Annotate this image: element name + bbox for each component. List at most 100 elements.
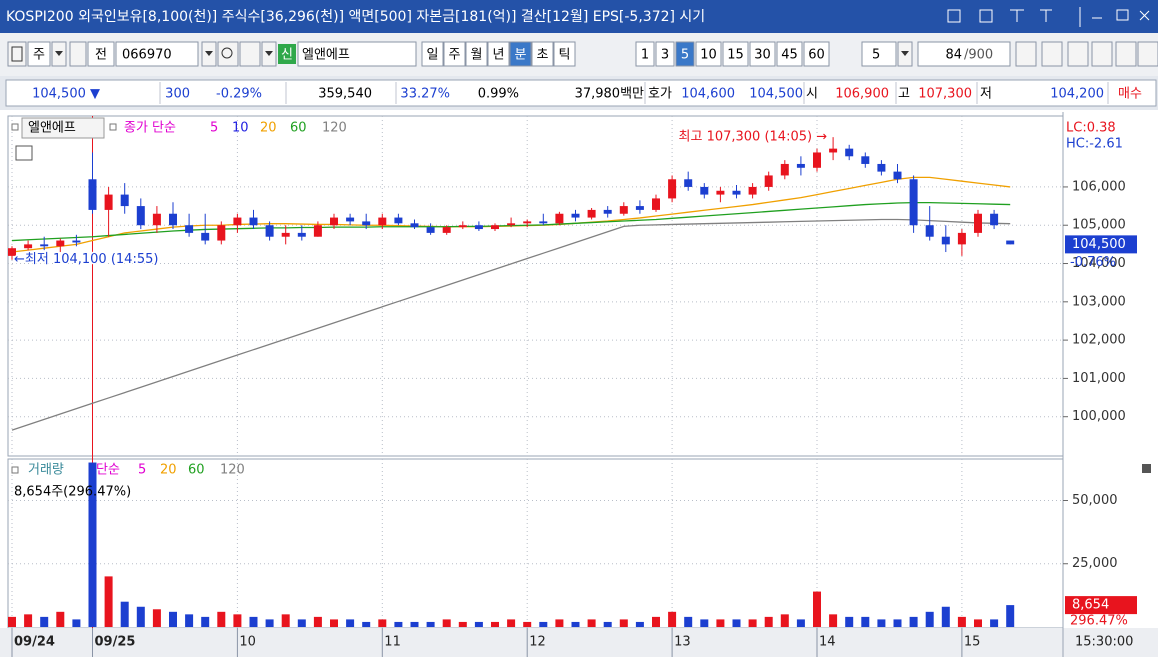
button[interactable]: [1067, 41, 1089, 67]
candle-body: [909, 179, 918, 226]
candle-body: [990, 213, 999, 226]
button[interactable]: [553, 41, 576, 67]
interval-button: 10: [700, 48, 717, 63]
volume-bar: [813, 591, 821, 627]
button[interactable]: [27, 41, 51, 67]
button[interactable]: [69, 41, 87, 67]
button[interactable]: [776, 41, 803, 67]
volume-bar: [555, 619, 564, 627]
button[interactable]: [917, 41, 1011, 67]
candle-body: [796, 163, 805, 168]
button[interactable]: [803, 41, 830, 67]
dropdown-arrow: [55, 51, 63, 56]
candle-body: [104, 194, 113, 210]
candle-body: [603, 209, 612, 214]
button[interactable]: [1041, 41, 1063, 67]
x-tick-label: 11: [384, 635, 401, 650]
volume-bar: [635, 621, 644, 627]
button[interactable]: [635, 41, 655, 67]
button[interactable]: [421, 41, 444, 67]
button[interactable]: [695, 41, 722, 67]
button[interactable]: [87, 41, 115, 67]
candle-body: [442, 227, 451, 233]
last-price: 104,500: [1072, 237, 1126, 252]
calendar-icon: [15, 145, 33, 161]
volume-bar: [587, 619, 596, 627]
button[interactable]: [239, 41, 261, 67]
new-badge: 신: [281, 48, 293, 63]
volume-bar: [523, 621, 532, 627]
candle-body: [764, 175, 773, 187]
volume-bar: [748, 619, 757, 627]
button[interactable]: [1115, 41, 1137, 67]
candle-body: [780, 163, 789, 176]
button[interactable]: [217, 41, 239, 67]
button[interactable]: [1091, 41, 1113, 67]
volume-bar: [700, 619, 709, 627]
candle-body: [120, 194, 129, 207]
volume-bar: [974, 619, 982, 627]
button[interactable]: [531, 41, 554, 67]
y-tick-label: 25,000: [1072, 556, 1118, 571]
legend-title: 엘앤에프: [28, 121, 76, 136]
legend-square: [11, 466, 19, 474]
period-button: 월: [471, 48, 483, 63]
annotation: ←최저 104,100 (14:55): [14, 252, 158, 267]
candle-body: [974, 213, 982, 233]
volume-bar: [169, 611, 177, 627]
x-tick-label: 10: [239, 635, 256, 650]
button[interactable]: [487, 41, 510, 67]
period-button: 년: [493, 48, 505, 63]
volume-bar: [185, 614, 194, 627]
volume-legend-label: 단순: [96, 463, 120, 478]
volume-bar: [104, 576, 113, 627]
interval-button: 15: [727, 48, 744, 63]
button[interactable]: [722, 41, 749, 67]
time-label: 15:30:00: [1075, 635, 1133, 650]
button[interactable]: [861, 41, 897, 67]
volume-bar: [893, 619, 902, 627]
icon: [11, 46, 23, 62]
button[interactable]: [675, 41, 695, 67]
volume-bar: [668, 611, 677, 627]
candle-body: [829, 148, 838, 153]
button[interactable]: [465, 41, 488, 67]
volume-summary: 8,654주(296.47%): [14, 485, 131, 500]
candle-body: [474, 225, 483, 230]
candle-body: [378, 217, 387, 226]
search-icon: [221, 47, 233, 59]
candle-body: [619, 206, 628, 214]
period-button: 분: [515, 48, 527, 63]
button[interactable]: [509, 41, 532, 67]
candle-body: [40, 244, 49, 247]
period-button: 주: [449, 48, 461, 63]
button[interactable]: [7, 41, 27, 67]
volume-bar: [56, 611, 65, 627]
x-axis-bar: [0, 628, 1158, 657]
volume-bar: [845, 616, 854, 627]
candle-body: [1006, 240, 1015, 245]
button[interactable]: [115, 41, 199, 67]
volume-bar: [394, 621, 403, 627]
quote-item: 104,600: [681, 87, 735, 102]
candle-body: [233, 217, 242, 226]
candle-body: [362, 221, 371, 226]
volume-bar: [829, 614, 838, 627]
scope: 전: [95, 48, 107, 63]
candle-body: [716, 190, 725, 195]
button[interactable]: [443, 41, 466, 67]
y-tick-label: 103,000: [1072, 294, 1126, 309]
candle-body: [491, 225, 499, 230]
button[interactable]: [1137, 41, 1158, 67]
x-tick-label: 12: [529, 635, 546, 650]
last-change: -0.76%: [1070, 255, 1116, 270]
button[interactable]: [749, 41, 776, 67]
candle-body: [24, 244, 33, 249]
volume-bar: [780, 614, 789, 627]
volume-bar: [474, 621, 483, 627]
button[interactable]: [655, 41, 675, 67]
button[interactable]: [297, 41, 417, 67]
button[interactable]: [1015, 41, 1037, 67]
candle-body: [507, 223, 516, 226]
